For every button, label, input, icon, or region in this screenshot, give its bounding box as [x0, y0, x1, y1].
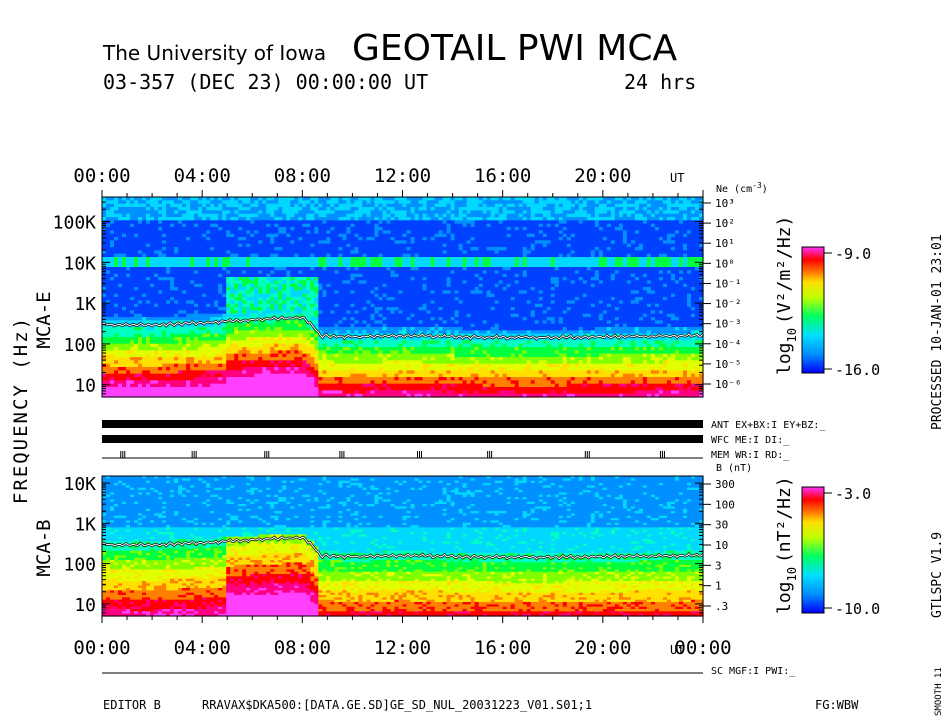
time-tick-label: 08:00 — [274, 165, 331, 187]
span-label: 24 hrs — [624, 70, 696, 94]
ut-label-top: UT — [670, 171, 684, 185]
page-title: GEOTAIL PWI MCA — [352, 28, 677, 69]
time-tick-label: 16:00 — [474, 165, 531, 187]
time-tick-label: 12:00 — [374, 165, 431, 187]
institution: The University of Iowa — [102, 41, 326, 65]
date-line: 03-357 (DEC 23) 00:00:00 UT — [103, 70, 428, 94]
time-tick-label: 04:00 — [174, 165, 231, 187]
mca-e-panel — [102, 197, 704, 398]
time-tick-label: 00:00 — [73, 165, 130, 187]
time-tick-label: 20:00 — [574, 165, 631, 187]
top-time-ticks: 00:00 04:00 08:00 12:00 16:00 20:00 — [73, 165, 703, 197]
